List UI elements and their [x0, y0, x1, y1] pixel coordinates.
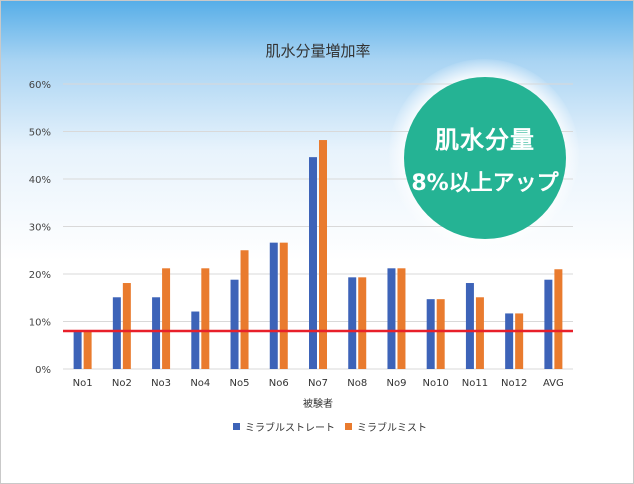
- y-tick-label: 60%: [29, 80, 51, 91]
- highlight-badge: 肌水分量 8%以上アップ: [404, 77, 566, 239]
- legend-label: ミラブルストレート: [245, 421, 335, 434]
- bar-mist: [201, 268, 210, 369]
- bar-straight: [230, 279, 239, 369]
- bar-mist: [436, 299, 445, 369]
- bar-mist: [162, 268, 171, 369]
- x-tick-label: No12: [501, 378, 527, 389]
- bar-mist: [475, 297, 484, 369]
- bar-mist: [358, 277, 367, 369]
- bar-straight: [191, 311, 200, 369]
- x-tick-label: No4: [190, 378, 210, 389]
- y-tick-label: 10%: [29, 318, 51, 329]
- x-tick-label: No6: [269, 378, 289, 389]
- chart-title: 肌水分量増加率: [265, 42, 370, 60]
- bar-straight: [152, 297, 161, 369]
- x-tick-label: No5: [230, 378, 250, 389]
- legend-swatch: [345, 423, 352, 430]
- legend-label: ミラブルミスト: [357, 421, 427, 434]
- x-tick-label: No3: [151, 378, 171, 389]
- x-axis-label: 被験者: [303, 397, 333, 410]
- bar-straight: [112, 297, 121, 369]
- x-tick-label: No7: [308, 378, 328, 389]
- bar-mist: [83, 330, 92, 369]
- x-tick-label: No8: [347, 378, 367, 389]
- bar-mist: [397, 268, 406, 369]
- bar-straight: [309, 157, 317, 369]
- bar-mist: [515, 313, 524, 369]
- x-tick-label: No11: [462, 378, 488, 389]
- y-tick-label: 0%: [35, 365, 51, 376]
- bar-mist: [279, 242, 288, 369]
- x-tick-label: AVG: [543, 378, 564, 389]
- x-tick-label: No9: [386, 378, 406, 389]
- bar-straight: [465, 283, 474, 369]
- bar-straight: [387, 268, 396, 369]
- bar-straight: [269, 242, 278, 369]
- bar-mist: [319, 140, 327, 369]
- y-tick-label: 20%: [29, 270, 51, 281]
- x-tick-label: No2: [112, 378, 132, 389]
- bar-straight: [505, 313, 514, 369]
- legend-swatch: [233, 423, 240, 430]
- bar-straight: [348, 277, 357, 369]
- bar-mist: [554, 269, 563, 369]
- bar-mist: [122, 283, 131, 369]
- bar-straight: [544, 279, 553, 369]
- bar-straight: [426, 299, 435, 369]
- y-tick-label: 40%: [29, 175, 51, 186]
- y-tick-label: 50%: [29, 128, 51, 139]
- y-tick-label: 30%: [29, 223, 51, 234]
- bar-mist: [240, 250, 249, 369]
- badge-line1: 肌水分量: [435, 125, 535, 154]
- x-tick-label: No10: [423, 378, 449, 389]
- x-tick-label: No1: [73, 378, 93, 389]
- bar-straight: [73, 330, 82, 369]
- badge-line2: 8%以上アップ: [411, 170, 559, 196]
